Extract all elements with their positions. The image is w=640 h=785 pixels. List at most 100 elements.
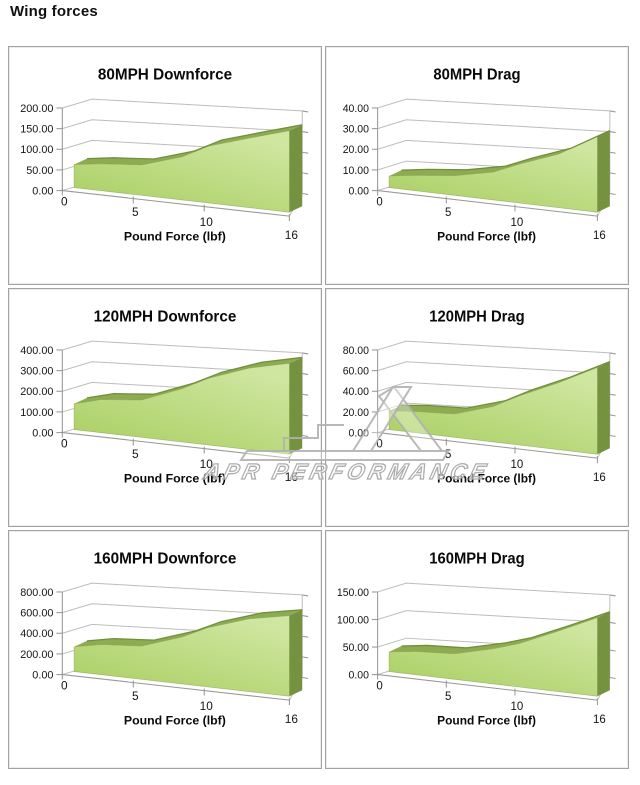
x-tick-label: 5 (132, 205, 139, 219)
x-axis-labels: 0 5 10 16 (61, 194, 298, 241)
x-axis-title: Pound Force (lbf) (124, 472, 226, 486)
y-tick-label: 300.00 (20, 366, 53, 378)
y-tick-label: 50.00 (26, 165, 53, 177)
y-tick-label: 100.00 (20, 144, 53, 156)
x-tick-label: 16 (285, 712, 299, 726)
y-tick-label: 20.00 (343, 407, 369, 419)
chart-panel-160mph-downforce: 160MPH Downforce 0.00 200.00 400.00 600.00 80… (8, 530, 322, 769)
y-tick-label: 400.00 (20, 345, 53, 357)
y-tick-label: 40.00 (343, 386, 369, 398)
area-series (388, 611, 611, 697)
x-tick-label: 5 (132, 447, 139, 461)
charts-grid: 80MPH Downforce 0.00 50.00 100.00 150.00 200.… (8, 46, 629, 769)
x-tick-label: 16 (593, 229, 606, 242)
chart-panel-80mph-downforce: 80MPH Downforce 0.00 50.00 100.00 150.00 200.… (8, 46, 322, 285)
y-tick-label: 30.00 (343, 123, 369, 135)
y-tick-label: 200.00 (20, 649, 53, 661)
x-tick-label: 5 (445, 448, 451, 461)
x-tick-label: 10 (200, 457, 214, 471)
x-tick-label: 10 (511, 700, 524, 713)
y-tick-label: 150.00 (337, 587, 369, 599)
x-tick-label: 16 (593, 713, 606, 726)
x-tick-label: 0 (376, 195, 383, 208)
x-axis-labels: 0 5 10 16 (376, 679, 605, 726)
chart-80mph-drag: 80MPH Drag 0.00 10.00 20.00 30.00 40.00 0 5 10 16… (343, 66, 616, 244)
chart-title: 120MPH Downforce (94, 308, 237, 325)
y-axis-labels: 0.00 20.00 40.00 60.00 80.00 (343, 345, 369, 440)
chart-panel-120mph-drag: 120MPH Drag 0.00 20.00 40.00 60.00 80.00 0 5 10 1… (325, 288, 629, 527)
x-tick-label: 10 (511, 216, 524, 229)
x-tick-label: 0 (61, 194, 68, 208)
y-tick-label: 10.00 (343, 165, 369, 177)
y-axis-labels: 0.00 10.00 20.00 30.00 40.00 (343, 103, 369, 198)
y-tick-label: 60.00 (343, 365, 369, 377)
chart-120mph-downforce: 120MPH Downforce 0.00 100.00 200.00 300.00 40… (20, 308, 309, 486)
y-tick-label: 0.00 (349, 185, 370, 197)
y-axis-labels: 0.00 200.00 400.00 600.00 800.00 (20, 587, 53, 682)
area-series (73, 124, 303, 213)
x-tick-label: 10 (200, 699, 214, 713)
chart-title: 80MPH Downforce (98, 66, 232, 83)
chart-title: 160MPH Drag (429, 550, 524, 567)
axes (371, 591, 616, 706)
y-tick-label: 50.00 (343, 642, 369, 654)
chart-panel-80mph-drag: 80MPH Drag 0.00 10.00 20.00 30.00 40.00 0 5 10 16… (325, 46, 629, 285)
area-series (388, 360, 611, 455)
y-tick-label: 80.00 (343, 345, 369, 357)
x-axis-title: Pound Force (lbf) (124, 714, 226, 728)
x-tick-label: 0 (376, 437, 383, 450)
x-tick-label: 5 (445, 690, 451, 703)
y-tick-label: 150.00 (20, 124, 53, 136)
x-tick-label: 10 (200, 215, 214, 229)
y-tick-label: 100.00 (20, 407, 53, 419)
x-tick-label: 16 (593, 471, 606, 484)
area-series (388, 130, 611, 213)
y-tick-label: 200.00 (20, 386, 53, 398)
y-tick-label: 0.00 (32, 670, 53, 682)
page-title: Wing forces (10, 3, 98, 20)
chart-120mph-drag: 120MPH Drag 0.00 20.00 40.00 60.00 80.00 0 5 10 1… (343, 308, 616, 486)
x-tick-label: 0 (61, 436, 68, 450)
y-axis-labels: 0.00 100.00 200.00 300.00 400.00 (20, 345, 53, 440)
chart-title: 120MPH Drag (429, 308, 524, 325)
y-tick-label: 400.00 (20, 628, 53, 640)
chart-title: 160MPH Downforce (94, 550, 237, 567)
y-axis-labels: 0.00 50.00 100.00 150.00 (337, 587, 369, 682)
x-axis-labels: 0 5 10 16 (376, 195, 605, 242)
x-tick-label: 10 (511, 458, 524, 471)
x-axis-labels: 0 5 10 16 (61, 678, 298, 725)
chart-title: 80MPH Drag (433, 66, 520, 83)
area-series (73, 609, 303, 697)
y-tick-label: 20.00 (343, 144, 369, 156)
area-series (73, 356, 303, 455)
y-tick-label: 600.00 (20, 608, 53, 620)
x-tick-label: 0 (61, 678, 68, 692)
x-axis-labels: 0 5 10 16 (61, 436, 298, 483)
axes (371, 107, 616, 222)
x-axis-title: Pound Force (lbf) (437, 230, 536, 244)
y-tick-label: 0.00 (32, 428, 53, 440)
chart-panel-160mph-drag: 160MPH Drag 0.00 50.00 100.00 150.00 0 5 10 16 Po… (325, 530, 629, 769)
x-tick-label: 16 (285, 470, 299, 484)
y-axis-labels: 0.00 50.00 100.00 150.00 200.00 (20, 103, 53, 198)
chart-160mph-drag: 160MPH Drag 0.00 50.00 100.00 150.00 0 5 10 16 Po… (337, 550, 616, 728)
x-tick-label: 0 (376, 679, 383, 692)
y-tick-label: 100.00 (337, 614, 369, 626)
y-tick-label: 800.00 (20, 587, 53, 599)
chart-160mph-downforce: 160MPH Downforce 0.00 200.00 400.00 600.00 80… (20, 550, 309, 728)
y-tick-label: 0.00 (32, 186, 53, 198)
y-tick-label: 0.00 (349, 669, 370, 681)
chart-80mph-downforce: 80MPH Downforce 0.00 50.00 100.00 150.00 200.… (20, 66, 309, 244)
x-tick-label: 5 (445, 206, 451, 219)
y-tick-label: 40.00 (343, 103, 369, 115)
x-axis-title: Pound Force (lbf) (437, 472, 536, 486)
x-axis-title: Pound Force (lbf) (437, 714, 536, 728)
x-axis-title: Pound Force (lbf) (124, 230, 226, 244)
axes (56, 107, 309, 222)
x-tick-label: 5 (132, 689, 139, 703)
x-tick-label: 16 (285, 228, 299, 242)
y-tick-label: 0.00 (349, 427, 370, 439)
axes (56, 591, 309, 706)
y-tick-label: 200.00 (20, 103, 53, 115)
chart-panel-120mph-downforce: 120MPH Downforce 0.00 100.00 200.00 300.00 40… (8, 288, 322, 527)
